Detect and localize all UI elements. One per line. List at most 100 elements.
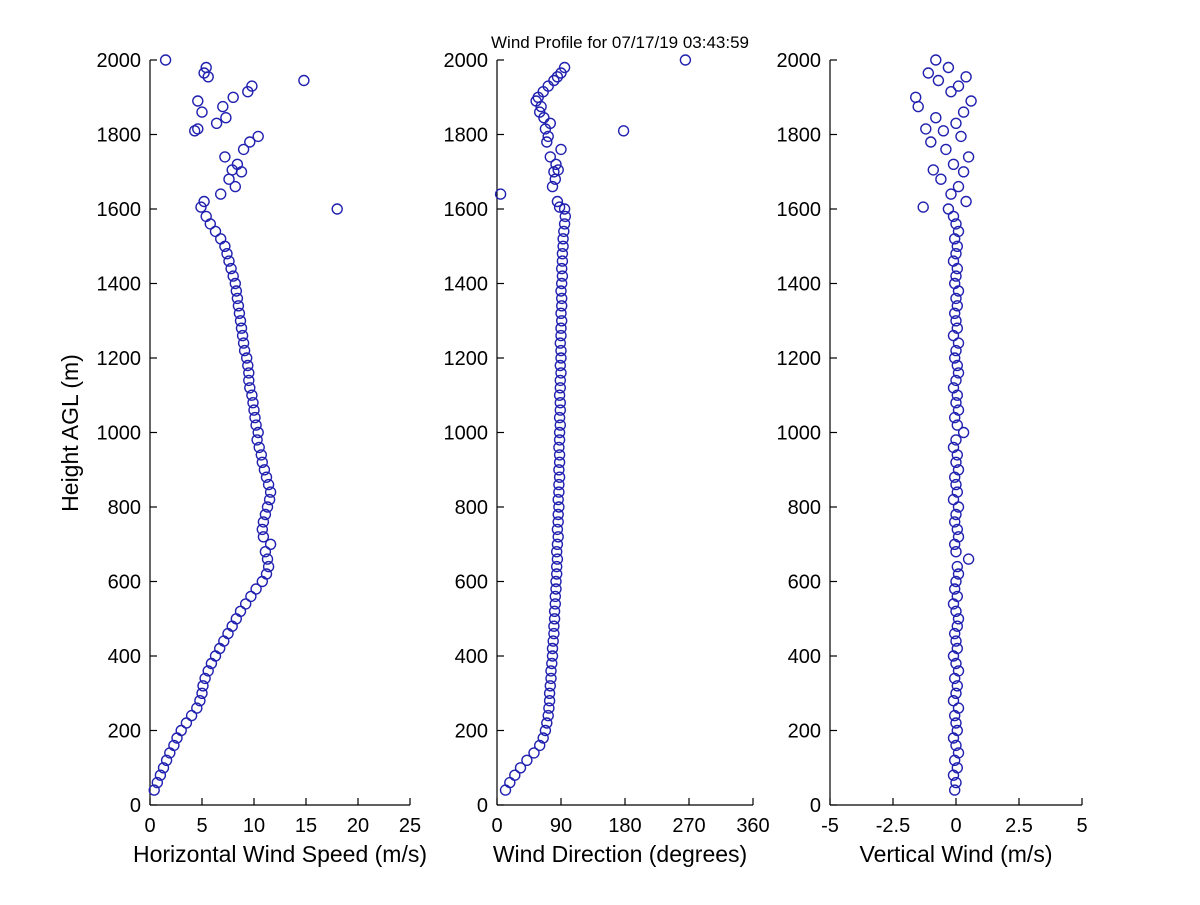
data-point-marker	[555, 285, 567, 297]
data-point-marker	[251, 434, 263, 446]
data-point-marker	[553, 486, 565, 498]
data-point-marker	[551, 71, 564, 83]
data-point-marker	[552, 164, 564, 176]
data-point-marker	[957, 106, 970, 118]
data-point-marker	[950, 776, 962, 789]
data-point-marker	[231, 158, 244, 171]
x-tick-label: 5	[1076, 815, 1087, 837]
data-point-marker	[553, 434, 566, 446]
y-tick-label: 200	[455, 721, 488, 743]
data-point-marker	[949, 516, 961, 528]
data-point-marker	[551, 560, 563, 573]
data-point-marker	[937, 125, 950, 137]
y-axis-label: Height AGL (m)	[57, 354, 83, 512]
data-point-marker	[965, 95, 977, 107]
data-point-marker	[250, 419, 262, 431]
data-point-marker	[553, 389, 566, 401]
y-tick-label: 1400	[444, 274, 489, 296]
y-tick-label: 600	[108, 572, 141, 594]
data-point-marker	[219, 151, 231, 163]
data-point-marker	[945, 188, 957, 200]
data-point-marker	[932, 74, 945, 87]
data-point-marker	[950, 374, 962, 387]
data-point-marker	[951, 724, 963, 737]
vertical-wind-panel: -5 -2.5 0 2.5 5 0 200 400 600 800 1000 1200 1400 1600…	[777, 50, 1088, 837]
data-point-marker	[546, 650, 559, 662]
data-point-marker	[202, 665, 214, 677]
data-point-marker	[553, 478, 565, 491]
data-point-marker	[192, 123, 204, 135]
data-point-marker	[952, 225, 965, 238]
data-point-marker	[237, 143, 250, 156]
y-tick-label: 400	[108, 646, 141, 668]
data-point-marker	[494, 188, 507, 200]
data-point-marker	[539, 724, 552, 737]
data-point-marker	[947, 382, 960, 394]
data-point-marker	[264, 538, 277, 550]
x-axis-label-speed: Horizontal Wind Speed (m/s)	[133, 841, 427, 867]
data-point-marker	[243, 374, 255, 387]
data-point-marker	[534, 739, 546, 752]
data-point-marker	[252, 130, 264, 143]
data-point-marker	[556, 262, 568, 275]
data-point-marker	[159, 54, 172, 66]
data-point-marker	[558, 218, 571, 230]
data-point-marker	[549, 590, 561, 603]
data-point-marker	[950, 456, 962, 468]
data-point-marker	[546, 657, 558, 670]
data-point-marker	[935, 173, 947, 185]
data-point-marker	[553, 464, 565, 476]
data-point-marker	[922, 67, 934, 79]
data-point-marker	[952, 613, 965, 625]
data-point-marker	[194, 695, 206, 707]
data-point-marker	[209, 225, 222, 238]
data-point-marker	[947, 255, 960, 267]
y-tick-label: 0	[810, 795, 821, 817]
data-point-marker	[554, 404, 566, 416]
data-point-marker	[196, 106, 208, 118]
data-point-marker	[952, 80, 965, 92]
data-point-marker	[553, 456, 566, 468]
data-point-marker	[548, 620, 560, 632]
data-point-marker	[952, 464, 965, 476]
x-tick-label: 20	[347, 815, 369, 837]
y-tick-label: 2000	[97, 50, 142, 72]
data-point-marker	[955, 130, 967, 143]
data-point-marker	[236, 329, 249, 342]
data-point-marker	[214, 233, 227, 245]
data-point-marker	[617, 125, 630, 137]
data-point-marker	[545, 665, 557, 677]
data-point-marker	[198, 67, 210, 79]
data-point-marker	[542, 709, 554, 722]
data-point-marker	[256, 575, 268, 588]
data-point-marker	[950, 218, 962, 230]
data-point-marker	[551, 553, 564, 565]
data-point-marker	[185, 709, 198, 722]
data-point-marker	[160, 754, 173, 766]
data-point-marker	[555, 367, 567, 379]
data-point-marker	[554, 397, 566, 409]
y-tick-label: 400	[455, 646, 488, 668]
x-axis-label-vertical: Vertical Wind (m/s)	[860, 841, 1053, 867]
data-point-marker	[543, 695, 556, 707]
data-point-marker	[235, 322, 248, 334]
data-point-marker	[546, 180, 559, 193]
y-tick-label: 2000	[444, 50, 489, 72]
data-point-marker	[555, 143, 567, 156]
y-tick-label: 1400	[777, 274, 822, 296]
data-point-marker	[541, 717, 553, 729]
data-point-marker	[232, 300, 245, 312]
data-point-marker	[255, 449, 267, 461]
data-point-marker	[554, 419, 566, 431]
y-tick-label: 1200	[97, 348, 142, 370]
data-point-marker	[950, 717, 962, 729]
y-tick-label: 1600	[777, 199, 822, 221]
data-point-marker	[957, 426, 970, 439]
data-point-marker	[521, 754, 533, 766]
data-point-marker	[545, 672, 557, 685]
data-point-marker	[204, 218, 217, 230]
data-point-marker	[195, 201, 207, 213]
data-point-marker	[558, 225, 570, 238]
data-point-marker	[234, 605, 247, 617]
